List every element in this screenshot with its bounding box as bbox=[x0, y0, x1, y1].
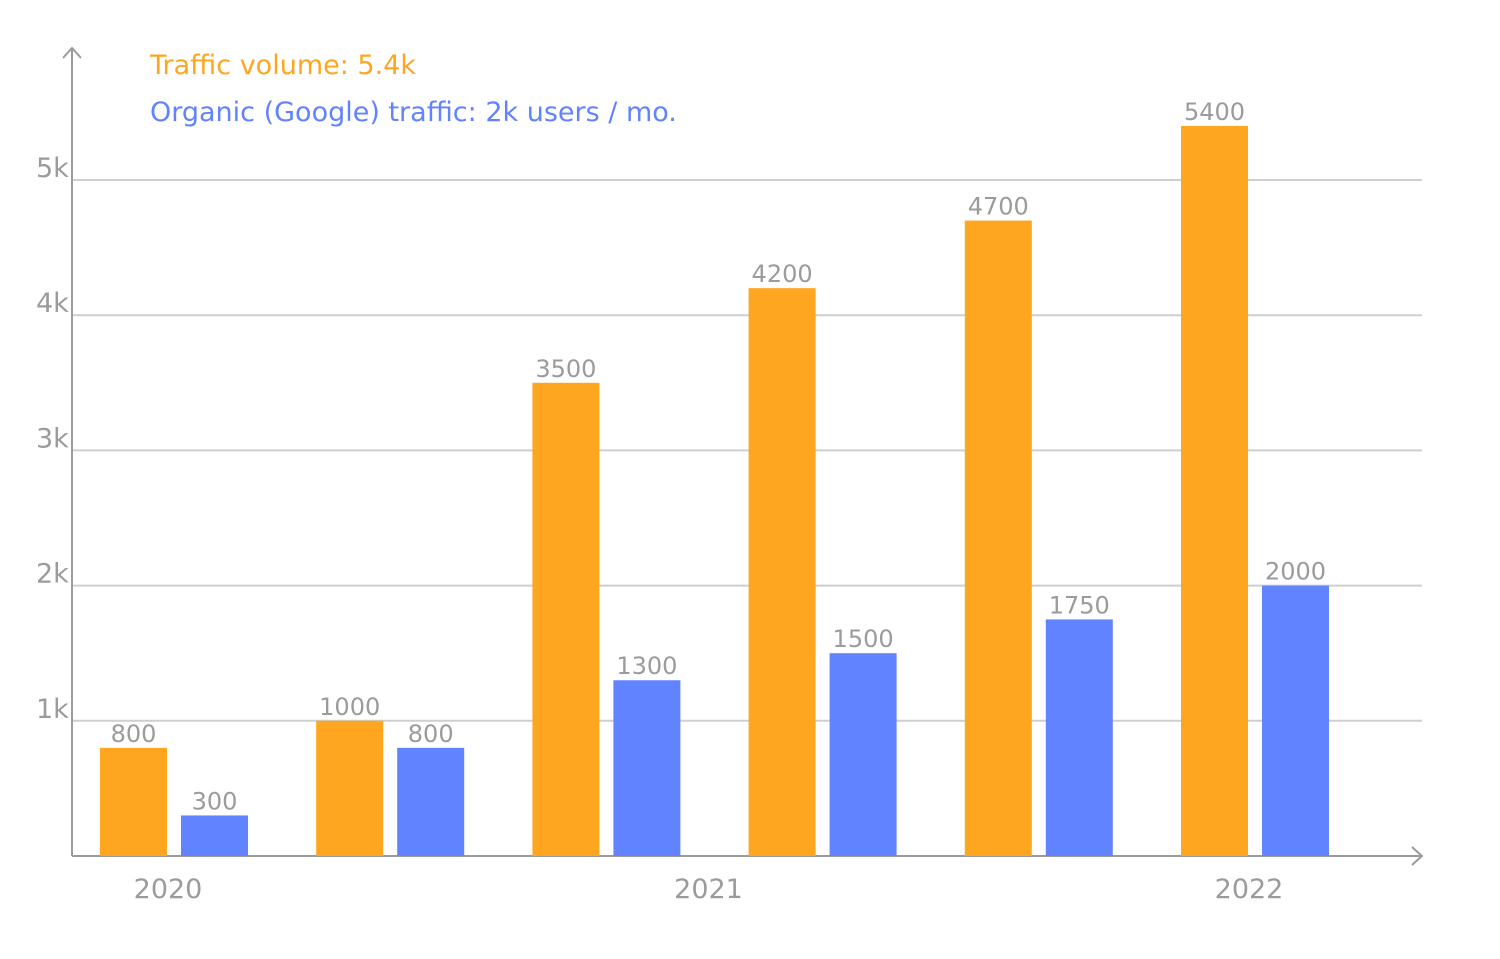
bar-series2-3 bbox=[613, 680, 681, 856]
data-label: 800 bbox=[111, 720, 157, 748]
y-axis-arrow-icon bbox=[62, 46, 82, 59]
y-tick-labels: 1k 2k 3k 4k 5k bbox=[36, 153, 69, 725]
bar-series2-5 bbox=[1045, 619, 1113, 856]
x-tick-label: 2022 bbox=[1215, 874, 1284, 905]
y-tick-label: 1k bbox=[36, 694, 69, 725]
data-label: 2000 bbox=[1265, 558, 1326, 586]
data-label: 3500 bbox=[535, 355, 596, 383]
data-label: 300 bbox=[192, 787, 238, 815]
data-label: 1300 bbox=[616, 652, 677, 680]
data-label: 1000 bbox=[319, 693, 380, 721]
bars bbox=[100, 125, 1329, 857]
bar-series2-1 bbox=[181, 815, 248, 856]
legend-entry-1: Traffic volume: 5.4k bbox=[149, 50, 416, 81]
bar-series1-4 bbox=[748, 288, 816, 856]
bar-series2-6 bbox=[1262, 585, 1329, 856]
bar-series1-5 bbox=[964, 220, 1032, 856]
data-label: 1500 bbox=[833, 625, 894, 653]
x-tick-labels: 2020 2021 2022 bbox=[134, 874, 1284, 905]
y-tick-label: 5k bbox=[36, 153, 69, 184]
y-tick-label: 3k bbox=[36, 423, 69, 454]
legend: Traffic volume: 5.4k Organic (Google) tra… bbox=[149, 50, 677, 128]
data-label: 1750 bbox=[1049, 591, 1110, 619]
bar-series1-3 bbox=[532, 382, 600, 856]
data-labels: 800 1000 3500 4200 4700 5400 300 800 1300 1500 175… bbox=[111, 98, 1326, 816]
y-tick-label: 4k bbox=[36, 288, 69, 319]
bar-series1-1 bbox=[100, 747, 167, 856]
bar-series1-2 bbox=[316, 720, 384, 856]
bar-series2-4 bbox=[829, 653, 897, 856]
y-tick-label: 2k bbox=[36, 559, 69, 590]
data-label: 800 bbox=[408, 720, 454, 748]
bar-series2-2 bbox=[397, 747, 465, 856]
x-axis-arrow-icon bbox=[1411, 846, 1424, 866]
x-tick-label: 2020 bbox=[134, 874, 203, 905]
data-label: 4200 bbox=[752, 260, 813, 288]
bar-series1-6 bbox=[1181, 125, 1248, 857]
legend-entry-2: Organic (Google) traffic: 2k users / mo. bbox=[150, 97, 677, 128]
x-tick-label: 2021 bbox=[674, 874, 743, 905]
data-label: 4700 bbox=[968, 193, 1029, 221]
data-label: 5400 bbox=[1184, 98, 1245, 126]
